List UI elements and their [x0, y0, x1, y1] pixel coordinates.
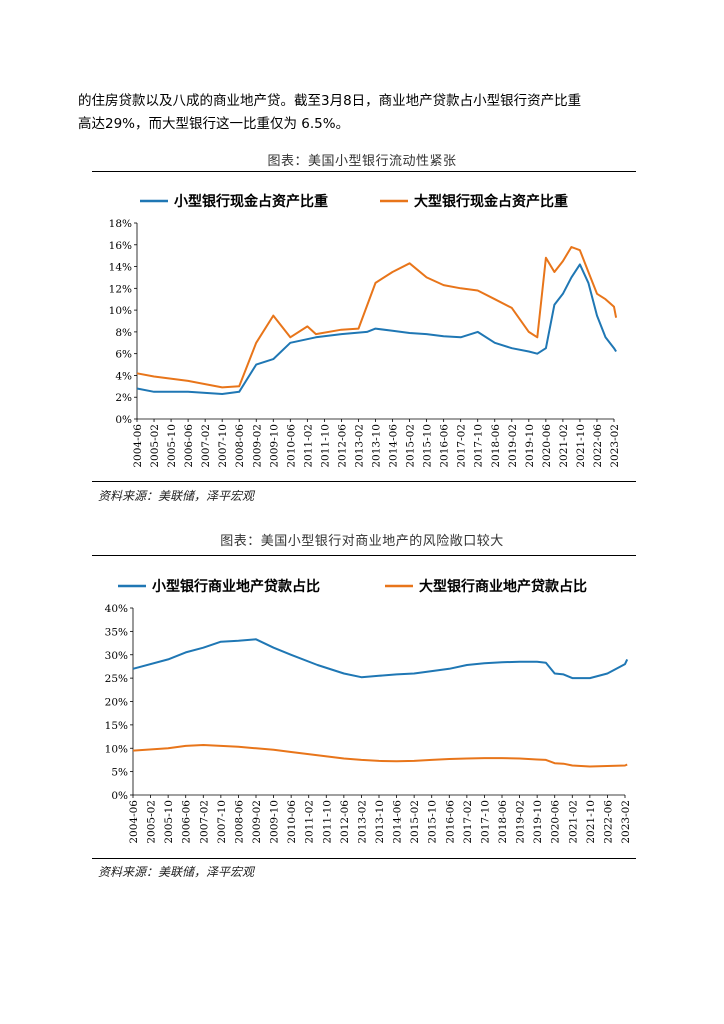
x-tick-label: 2009-02: [251, 800, 263, 844]
x-tick-label: 2015-02: [409, 800, 421, 844]
series-line-2-1: [132, 638, 629, 680]
legend-label-1-2: 大型银行现金占资产比重: [414, 193, 568, 210]
y-tick-label: 10%: [109, 305, 132, 317]
x-tick-label: 2017-10: [473, 424, 485, 468]
x-tick-label: 2011-10: [321, 800, 333, 844]
x-tick-label: 2021-02: [558, 424, 570, 468]
x-tick-label: 2010-06: [285, 424, 297, 468]
y-tick-label: 35%: [105, 626, 128, 638]
y-tick-label: 14%: [109, 262, 132, 274]
x-tick-label: 2015-02: [405, 424, 417, 468]
figure-1-top-rule: [92, 171, 636, 172]
series-line-2-2: [132, 744, 628, 768]
series-line-1-2: [136, 246, 618, 389]
y-tick-label: 30%: [105, 650, 128, 662]
y-tick-label: 12%: [109, 283, 132, 295]
y-tick-label: 20%: [105, 697, 128, 709]
figure-1-title: 图表：美国小型银行流动性紧张: [267, 154, 457, 169]
x-tick-label: 2022-06: [592, 424, 604, 468]
legend-label-1-1: 小型银行现金占资产比重: [174, 193, 328, 210]
x-tick-label: 2007-10: [216, 800, 228, 844]
figure-1-source: 资料来源：美联储，泽平宏观: [98, 489, 255, 503]
y-tick-label: 4%: [115, 370, 132, 382]
figure-1-bottom-rule: [92, 481, 636, 482]
x-tick-label: 2009-10: [268, 424, 280, 468]
x-tick-label: 2019-10: [524, 424, 536, 468]
x-tick-label: 2021-10: [585, 800, 597, 844]
x-tick-label: 2023-02: [620, 800, 632, 844]
x-tick-label: 2006-06: [181, 800, 193, 844]
x-tick-label: 2005-02: [149, 424, 161, 468]
x-tick-label: 2014-06: [388, 424, 400, 468]
y-tick-label: 0%: [115, 414, 132, 426]
y-tick-label: 15%: [105, 720, 128, 732]
x-tick-label: 2004-06: [128, 800, 140, 844]
series-line-1-1: [136, 263, 617, 395]
x-tick-label: 2020-06: [550, 800, 562, 844]
x-tick-label: 2011-02: [304, 800, 316, 844]
x-tick-label: 2007-02: [200, 424, 212, 468]
x-tick-label: 2008-06: [234, 424, 246, 468]
x-tick-label: 2013-10: [374, 800, 386, 844]
figure-2-bottom-rule: [92, 858, 636, 859]
y-tick-label: 6%: [115, 349, 132, 361]
legend-label-2-2: 大型银行商业地产贷款占比: [419, 578, 587, 595]
x-tick-label: 2014-06: [392, 800, 404, 844]
x-tick-label: 2019-02: [507, 424, 519, 468]
x-tick-label: 2013-10: [371, 424, 383, 468]
x-tick-label: 2010-06: [286, 800, 298, 844]
x-tick-label: 2021-10: [575, 424, 587, 468]
figure-2-title: 图表：美国小型银行对商业地产的风险敞口较大: [220, 534, 504, 549]
x-tick-label: 2005-10: [163, 800, 175, 844]
x-tick-label: 2021-02: [567, 800, 579, 844]
x-tick-label: 2012-06: [336, 424, 348, 468]
x-tick-label: 2009-10: [269, 800, 281, 844]
x-tick-label: 2018-06: [497, 800, 509, 844]
figure-2-source: 资料来源：美联储，泽平宏观: [98, 865, 255, 879]
y-tick-label: 16%: [109, 240, 132, 252]
x-tick-label: 2007-10: [217, 424, 229, 468]
x-tick-label: 2017-02: [456, 424, 468, 468]
x-tick-label: 2015-10: [422, 424, 434, 468]
x-tick-label: 2016-06: [444, 800, 456, 844]
x-tick-label: 2011-02: [302, 424, 314, 468]
y-tick-label: 5%: [111, 767, 128, 779]
figure-2-top-rule: [92, 555, 636, 556]
x-tick-label: 2019-10: [532, 800, 544, 844]
y-tick-label: 40%: [105, 603, 128, 615]
x-tick-label: 2015-10: [427, 800, 439, 844]
paragraph-line-2: 高达29%，而大型银行这一比重仅为 6.5%。: [78, 116, 350, 132]
x-tick-label: 2017-02: [462, 800, 474, 844]
x-tick-label: 2009-02: [251, 424, 263, 468]
y-tick-label: 2%: [115, 392, 132, 404]
x-tick-label: 2020-06: [541, 424, 553, 468]
x-tick-label: 2005-10: [166, 424, 178, 468]
y-tick-label: 25%: [105, 673, 128, 685]
x-tick-label: 2018-06: [490, 424, 502, 468]
x-tick-label: 2006-06: [183, 424, 195, 468]
x-tick-label: 2023-02: [609, 424, 621, 468]
x-tick-label: 2022-06: [602, 800, 614, 844]
x-tick-label: 2011-10: [319, 424, 331, 468]
x-tick-label: 2016-06: [439, 424, 451, 468]
legend-label-2-1: 小型银行商业地产贷款占比: [152, 578, 320, 595]
x-tick-label: 2013-02: [353, 424, 365, 468]
y-tick-label: 10%: [105, 743, 128, 755]
x-tick-label: 2013-02: [356, 800, 368, 844]
x-tick-label: 2012-06: [339, 800, 351, 844]
x-tick-label: 2005-02: [146, 800, 158, 844]
x-tick-label: 2004-06: [132, 424, 144, 468]
x-tick-label: 2019-02: [515, 800, 527, 844]
body-paragraph: 的住房贷款以及八成的商业地产贷。截至3月8日，商业地产贷款占小型银行资产比重 高…: [78, 90, 658, 136]
y-tick-label: 8%: [115, 327, 132, 339]
y-tick-label: 0%: [111, 790, 128, 802]
x-tick-label: 2007-02: [198, 800, 210, 844]
paragraph-line-1: 的住房贷款以及八成的商业地产贷。截至3月8日，商业地产贷款占小型银行资产比重: [78, 93, 582, 109]
x-tick-label: 2017-10: [479, 800, 491, 844]
x-tick-label: 2008-06: [233, 800, 245, 844]
y-tick-label: 18%: [109, 218, 132, 230]
